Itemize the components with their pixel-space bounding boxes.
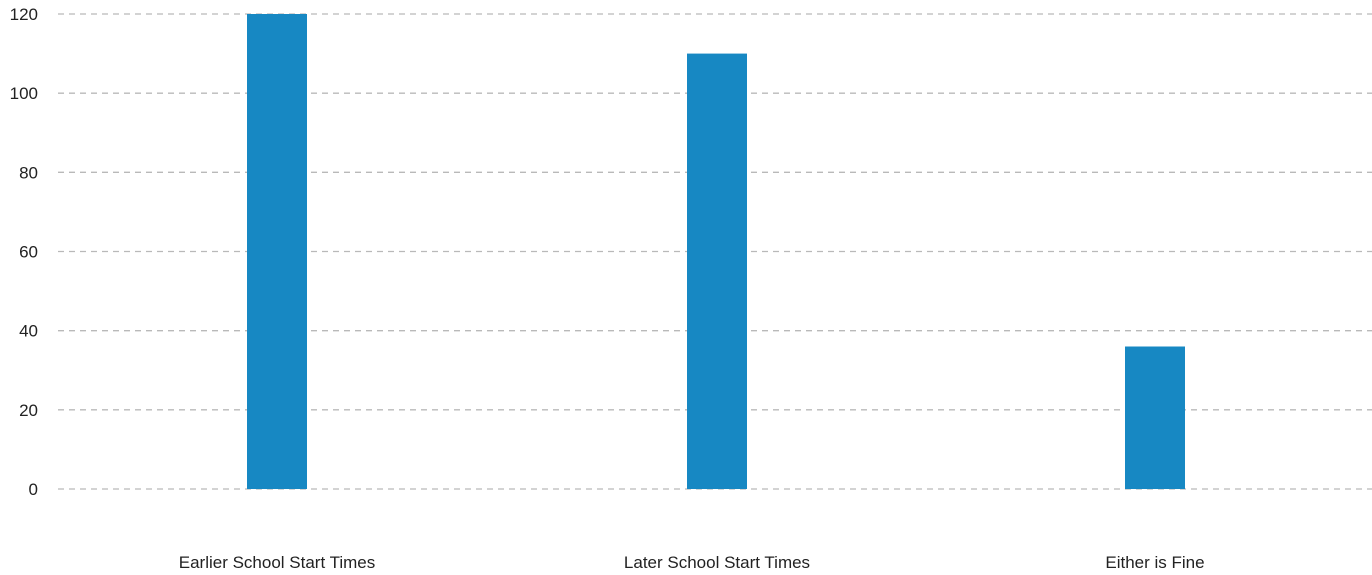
y-tick-label-120: 120 bbox=[10, 5, 38, 24]
y-tick-label-0: 0 bbox=[29, 480, 38, 499]
bar-1 bbox=[687, 53, 747, 489]
bar-0 bbox=[247, 14, 307, 489]
y-tick-label-20: 20 bbox=[19, 401, 38, 420]
x-category-label-2: Either is Fine bbox=[1105, 553, 1204, 572]
y-tick-label-60: 60 bbox=[19, 243, 38, 262]
x-axis-category-labels: Earlier School Start Times Later School S… bbox=[179, 553, 1205, 572]
y-tick-label-40: 40 bbox=[19, 322, 38, 341]
x-category-label-0: Earlier School Start Times bbox=[179, 553, 376, 572]
bar-2 bbox=[1125, 346, 1185, 489]
bars bbox=[247, 14, 1185, 489]
y-tick-label-80: 80 bbox=[19, 163, 38, 182]
x-category-label-1: Later School Start Times bbox=[624, 553, 810, 572]
y-axis-tick-labels: 0 20 40 60 80 100 120 bbox=[10, 5, 38, 499]
y-tick-label-100: 100 bbox=[10, 84, 38, 103]
